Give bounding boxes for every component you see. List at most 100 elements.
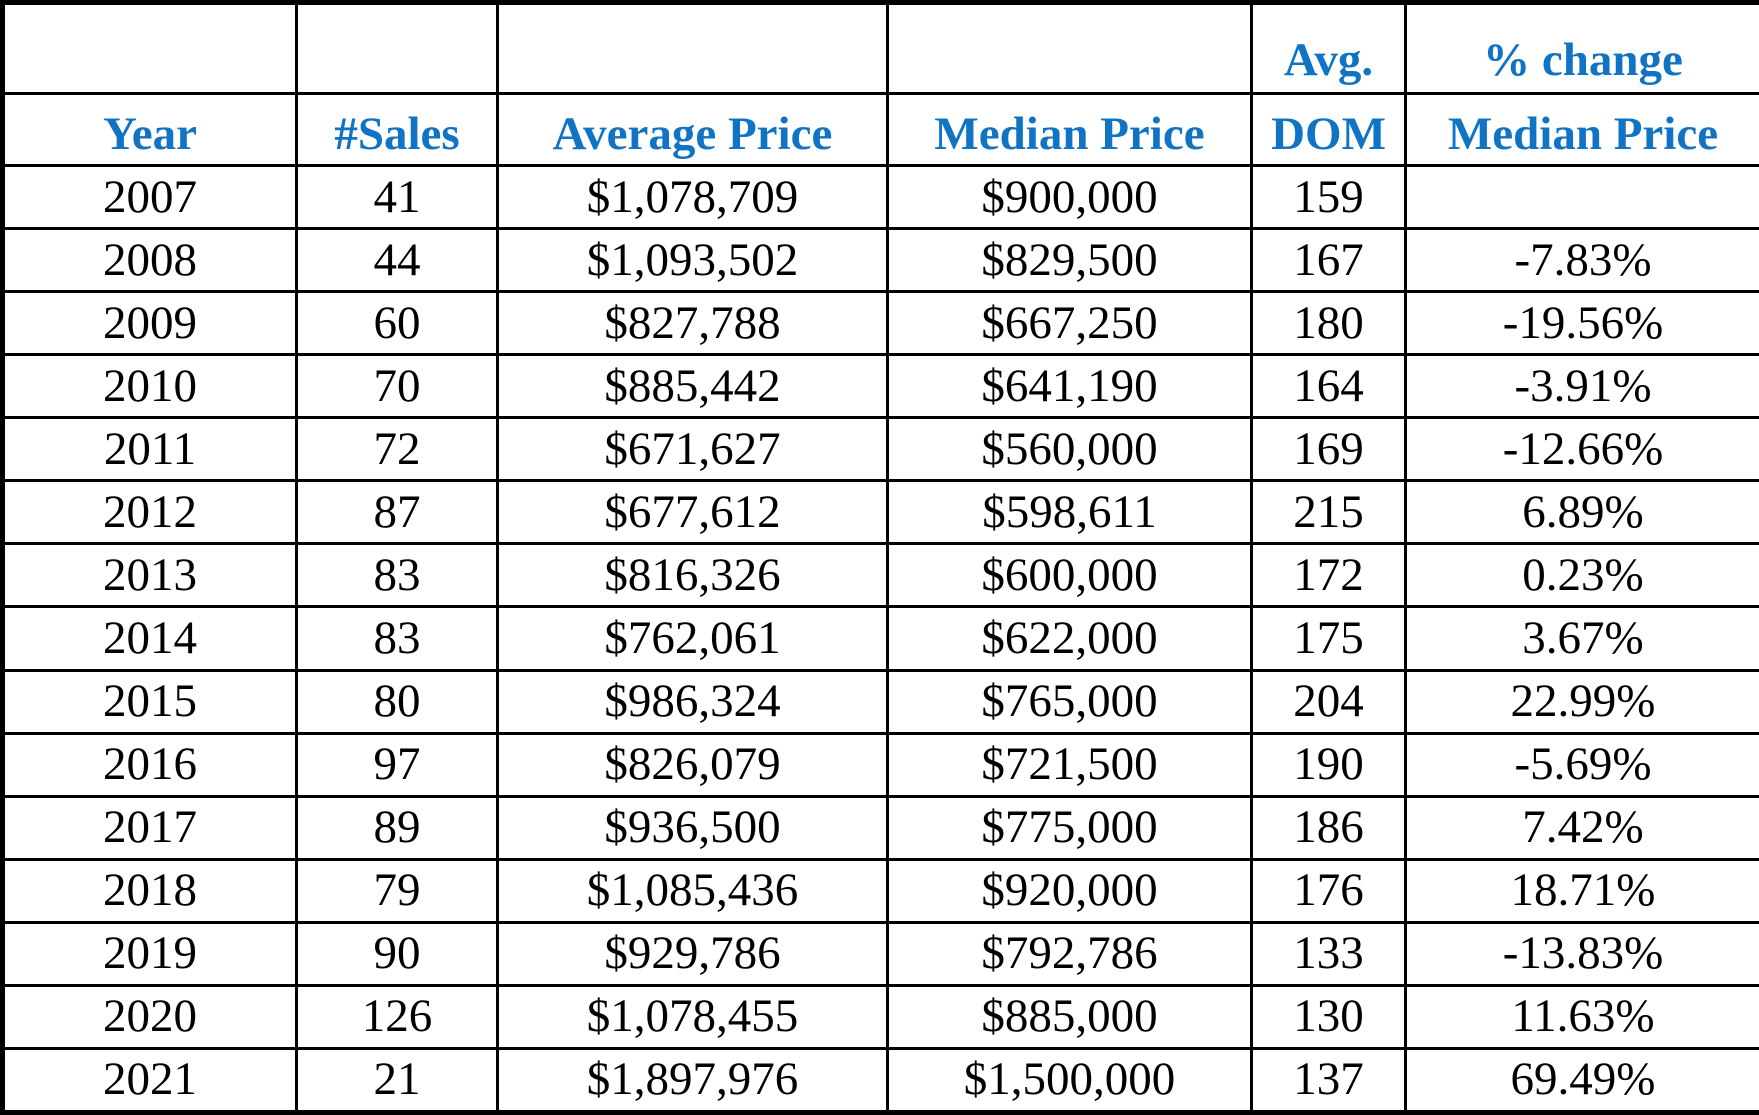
cell-sales: 83	[295, 605, 499, 672]
cell-dom: 130	[1250, 983, 1407, 1050]
header-row-bottom: Year #Sales Average Price Median Price D…	[1, 92, 1759, 167]
cell-dom: 169	[1250, 416, 1407, 483]
cell-average-price: $677,612	[496, 479, 889, 546]
cell-median-price: $829,500	[886, 227, 1253, 294]
cell-average-price: $762,061	[496, 605, 889, 672]
cell-pct-change: 0.23%	[1404, 542, 1759, 609]
cell-average-price: $936,500	[496, 794, 889, 861]
cell-median-price: $792,786	[886, 920, 1253, 987]
table-body: 2007 41 $1,078,709 $900,000 159 2008 44 $1,093,…	[1, 163, 1759, 1115]
cell-year: 2014	[1, 605, 298, 672]
cell-average-price: $929,786	[496, 920, 889, 987]
cell-median-price: $598,611	[886, 479, 1253, 546]
header-pct-change-median: Median Price	[1404, 92, 1759, 167]
header-year: Year	[1, 92, 298, 167]
cell-year: 2010	[1, 353, 298, 420]
cell-pct-change: 69.49%	[1404, 1046, 1759, 1115]
cell-pct-change: -7.83%	[1404, 227, 1759, 294]
cell-average-price: $1,897,976	[496, 1046, 889, 1115]
header-median-price: Median Price	[886, 92, 1253, 167]
cell-dom: 164	[1250, 353, 1407, 420]
table-row: 2010 70 $885,442 $641,190 164 -3.91%	[1, 353, 1759, 420]
cell-median-price: $721,500	[886, 731, 1253, 798]
cell-median-price: $622,000	[886, 605, 1253, 672]
header-sales: #Sales	[295, 92, 499, 167]
cell-pct-change: 18.71%	[1404, 857, 1759, 924]
table-row: 2017 89 $936,500 $775,000 186 7.42%	[1, 794, 1759, 861]
cell-dom: 167	[1250, 227, 1407, 294]
cell-median-price: $600,000	[886, 542, 1253, 609]
cell-year: 2012	[1, 479, 298, 546]
cell-sales: 60	[295, 290, 499, 357]
cell-year: 2007	[1, 163, 298, 231]
header-top-average-price	[496, 1, 889, 95]
cell-average-price: $1,085,436	[496, 857, 889, 924]
cell-year: 2020	[1, 983, 298, 1050]
cell-dom: 176	[1250, 857, 1407, 924]
cell-pct-change: 7.42%	[1404, 794, 1759, 861]
cell-average-price: $1,078,709	[496, 163, 889, 231]
header-top-year	[1, 1, 298, 95]
cell-sales: 41	[295, 163, 499, 231]
cell-sales: 126	[295, 983, 499, 1050]
cell-pct-change: 3.67%	[1404, 605, 1759, 672]
header-top-dom: Avg.	[1250, 1, 1407, 95]
table-row: 2011 72 $671,627 $560,000 169 -12.66%	[1, 416, 1759, 483]
cell-year: 2016	[1, 731, 298, 798]
cell-year: 2021	[1, 1046, 298, 1115]
cell-average-price: $826,079	[496, 731, 889, 798]
cell-pct-change	[1404, 163, 1759, 231]
cell-dom: 137	[1250, 1046, 1407, 1115]
cell-average-price: $671,627	[496, 416, 889, 483]
cell-median-price: $667,250	[886, 290, 1253, 357]
header-top-median-price	[886, 1, 1253, 95]
cell-pct-change: -19.56%	[1404, 290, 1759, 357]
cell-median-price: $885,000	[886, 983, 1253, 1050]
cell-year: 2013	[1, 542, 298, 609]
cell-average-price: $986,324	[496, 668, 889, 735]
cell-year: 2019	[1, 920, 298, 987]
cell-sales: 80	[295, 668, 499, 735]
cell-dom: 180	[1250, 290, 1407, 357]
cell-median-price: $775,000	[886, 794, 1253, 861]
cell-pct-change: -12.66%	[1404, 416, 1759, 483]
table-row: 2016 97 $826,079 $721,500 190 -5.69%	[1, 731, 1759, 798]
cell-year: 2015	[1, 668, 298, 735]
cell-median-price: $920,000	[886, 857, 1253, 924]
cell-average-price: $885,442	[496, 353, 889, 420]
cell-sales: 44	[295, 227, 499, 294]
cell-median-price: $641,190	[886, 353, 1253, 420]
cell-median-price: $560,000	[886, 416, 1253, 483]
cell-pct-change: -5.69%	[1404, 731, 1759, 798]
cell-pct-change: 22.99%	[1404, 668, 1759, 735]
table-row: 2020 126 $1,078,455 $885,000 130 11.63%	[1, 983, 1759, 1050]
cell-median-price: $900,000	[886, 163, 1253, 231]
table-row: 2013 83 $816,326 $600,000 172 0.23%	[1, 542, 1759, 609]
cell-pct-change: -3.91%	[1404, 353, 1759, 420]
cell-sales: 87	[295, 479, 499, 546]
cell-sales: 70	[295, 353, 499, 420]
cell-dom: 133	[1250, 920, 1407, 987]
table-row: 2018 79 $1,085,436 $920,000 176 18.71%	[1, 857, 1759, 924]
cell-dom: 190	[1250, 731, 1407, 798]
cell-year: 2011	[1, 416, 298, 483]
table-row: 2019 90 $929,786 $792,786 133 -13.83%	[1, 920, 1759, 987]
cell-year: 2009	[1, 290, 298, 357]
cell-sales: 89	[295, 794, 499, 861]
cell-average-price: $816,326	[496, 542, 889, 609]
cell-year: 2008	[1, 227, 298, 294]
table-row: 2015 80 $986,324 $765,000 204 22.99%	[1, 668, 1759, 735]
cell-sales: 79	[295, 857, 499, 924]
table-row: 2008 44 $1,093,502 $829,500 167 -7.83%	[1, 227, 1759, 294]
cell-sales: 21	[295, 1046, 499, 1115]
table-row: 2007 41 $1,078,709 $900,000 159	[1, 163, 1759, 231]
cell-dom: 215	[1250, 479, 1407, 546]
header-top-sales	[295, 1, 499, 95]
cell-year: 2017	[1, 794, 298, 861]
cell-average-price: $1,078,455	[496, 983, 889, 1050]
table-row: 2009 60 $827,788 $667,250 180 -19.56%	[1, 290, 1759, 357]
cell-dom: 159	[1250, 163, 1407, 231]
header-average-price: Average Price	[496, 92, 889, 167]
cell-median-price: $1,500,000	[886, 1046, 1253, 1115]
